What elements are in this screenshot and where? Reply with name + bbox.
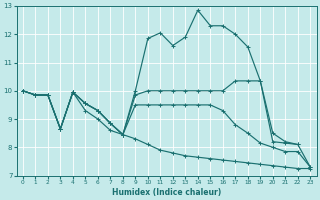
- X-axis label: Humidex (Indice chaleur): Humidex (Indice chaleur): [112, 188, 221, 197]
